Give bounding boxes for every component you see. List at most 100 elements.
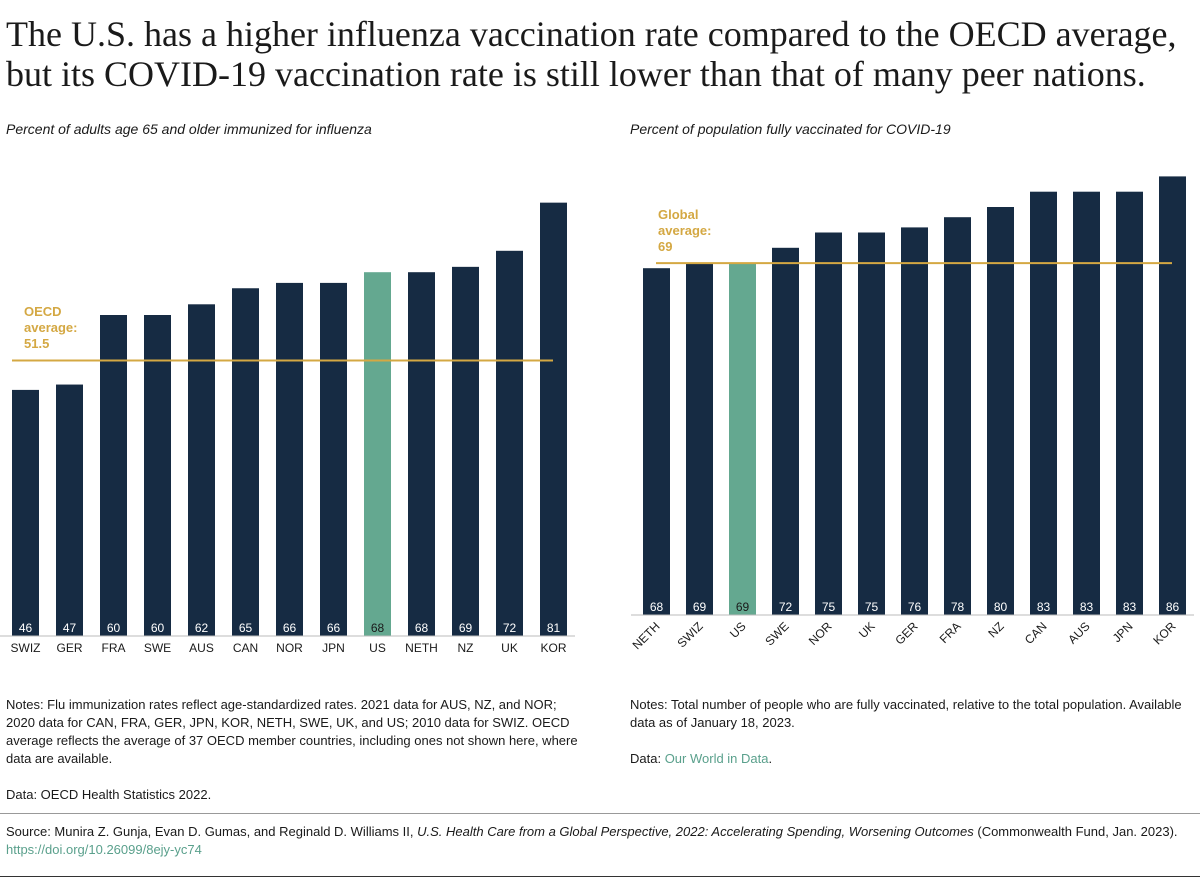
left-data-label: 72 (503, 621, 517, 635)
charts-svg: 46 SWIZ 47 GER 60 FRA 60 SWE 62 AUS 65 CAN 66 NOR 66 JP… (0, 176, 1194, 655)
right-bar-kor (1159, 176, 1186, 615)
right-tick-label: GER (892, 619, 921, 648)
right-tick-label: NZ (985, 619, 1006, 640)
right-bar-neth (643, 268, 670, 615)
right-bar-swe (772, 247, 799, 616)
left-bar-swe (144, 315, 171, 636)
source-citation: Source: Munira Z. Gunja, Evan D. Gumas, … (6, 823, 1191, 859)
right-tick-label: SWE (762, 619, 791, 648)
right-data-label: 72 (779, 600, 793, 614)
right-tick-label: US (727, 619, 749, 641)
left-bar-nz (452, 266, 479, 636)
page-title: The U.S. has a higher influenza vaccinat… (6, 14, 1177, 94)
right-tick-label: FRA (937, 619, 964, 646)
left-tick-label: FRA (102, 641, 126, 655)
right-bar-uk (858, 232, 885, 615)
right-data-label: 69 (693, 600, 707, 614)
right-bar-aus (1073, 191, 1100, 615)
left-data-label: 62 (195, 621, 209, 635)
left-bar-ger (56, 384, 83, 636)
left-data-label: 47 (63, 621, 77, 635)
left-average-label: OECD (24, 304, 62, 319)
right-tick-label: KOR (1150, 619, 1179, 648)
data-prefix: Data: (630, 751, 665, 766)
our-world-in-data-link[interactable]: Our World in Data (664, 751, 769, 766)
right-bar-ger (901, 227, 928, 615)
right-tick-label: NETH (630, 619, 663, 652)
left-tick-label: SWE (144, 641, 171, 655)
left-bar-fra (100, 315, 127, 636)
left-data-label: 46 (19, 621, 33, 635)
left-data-label: 69 (459, 621, 473, 635)
right-tick-label: JPN (1110, 619, 1136, 645)
left-bar-jpn (320, 282, 347, 636)
right-bar-fra (944, 217, 971, 615)
left-tick-label: NZ (458, 641, 474, 655)
right-data-label: 78 (951, 600, 965, 614)
left-data-source: Data: OECD Health Statistics 2022. (6, 787, 212, 802)
left-bar-nor (276, 282, 303, 636)
left-tick-label: AUS (189, 641, 214, 655)
right-tick-label: CAN (1022, 619, 1050, 647)
right-data-label: 83 (1037, 600, 1051, 614)
left-average-label: average: (24, 320, 77, 335)
left-data-label: 68 (371, 621, 385, 635)
right-chart-title: Percent of population fully vaccinated f… (630, 121, 951, 137)
right-tick-label: AUS (1065, 619, 1092, 646)
left-tick-label: JPN (322, 641, 345, 655)
right-data-label: 75 (865, 600, 879, 614)
right-bar-jpn (1116, 191, 1143, 615)
left-average-label: 51.5 (24, 336, 49, 351)
source-authors: Source: Munira Z. Gunja, Evan D. Gumas, … (6, 824, 418, 839)
left-bar-aus (188, 304, 215, 636)
right-tick-label: UK (856, 619, 878, 641)
right-bar-us (729, 263, 756, 615)
source-title: U.S. Health Care from a Global Perspecti… (417, 824, 974, 839)
left-tick-label: KOR (540, 641, 566, 655)
left-bar-us (364, 272, 391, 636)
left-data-label: 81 (547, 621, 561, 635)
right-data-label: 83 (1123, 600, 1137, 614)
left-tick-label: NETH (405, 641, 438, 655)
right-data-label: 86 (1166, 600, 1180, 614)
right-data-label: 83 (1080, 600, 1094, 614)
right-average-label: Global (658, 207, 698, 222)
right-tick-label: SWIZ (675, 619, 706, 650)
source-publisher: (Commonwealth Fund, Jan. 2023). (973, 824, 1178, 839)
bottom-rule (0, 876, 1200, 877)
left-data-label: 68 (415, 621, 429, 635)
left-tick-label: US (369, 641, 386, 655)
right-data-source: Data: Our World in Data. (630, 750, 772, 768)
right-tick-label: NOR (806, 619, 835, 648)
left-data-label: 66 (327, 621, 341, 635)
right-average-label: 69 (658, 239, 672, 254)
left-bar-neth (408, 272, 435, 636)
left-chart-title: Percent of adults age 65 and older immun… (6, 121, 372, 137)
doi-link[interactable]: https://doi.org/10.26099/8ejy-yc74 (6, 842, 202, 857)
right-data-label: 76 (908, 600, 922, 614)
right-data-label: 80 (994, 600, 1008, 614)
right-data-label: 68 (650, 600, 664, 614)
right-average-label: average: (658, 223, 711, 238)
right-bar-can (1030, 191, 1057, 615)
right-bar-nor (815, 232, 842, 615)
left-bar-kor (540, 202, 567, 636)
left-tick-label: UK (501, 641, 518, 655)
left-data-label: 65 (239, 621, 253, 635)
data-suffix: . (768, 751, 773, 766)
left-data-label: 60 (151, 621, 165, 635)
left-tick-label: NOR (276, 641, 303, 655)
right-bar-nz (987, 207, 1014, 615)
left-tick-label: CAN (233, 641, 258, 655)
left-tick-label: GER (56, 641, 82, 655)
right-bar-swiz (686, 263, 713, 615)
left-bar-uk (496, 250, 523, 637)
right-data-label: 75 (822, 600, 836, 614)
left-bar-can (232, 288, 259, 636)
right-data-label: 69 (736, 600, 750, 614)
divider (0, 813, 1200, 814)
left-notes: Notes: Flu immunization rates reflect ag… (6, 697, 578, 766)
left-tick-label: SWIZ (11, 641, 41, 655)
left-bar-swiz (12, 389, 39, 636)
left-data-label: 66 (283, 621, 297, 635)
